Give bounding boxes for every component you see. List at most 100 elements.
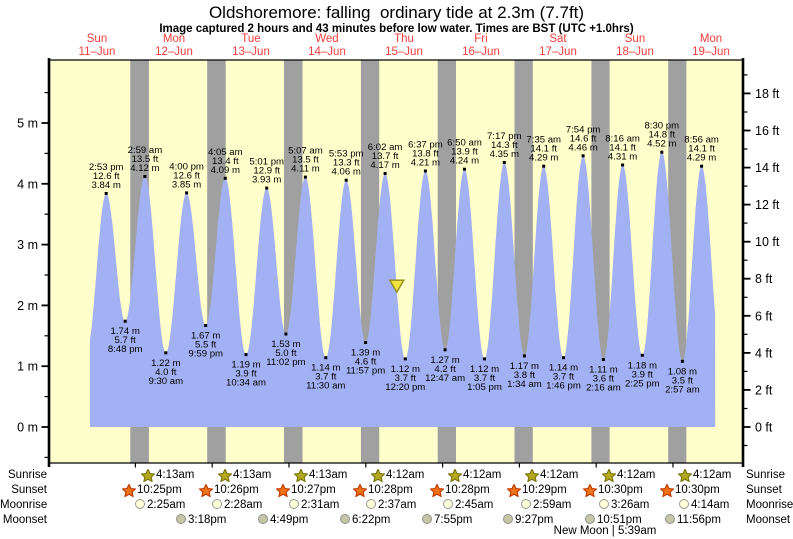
sunset-time: 10:30pm — [598, 484, 643, 496]
high-tide-label: 12.6 ft — [93, 171, 120, 182]
high-tide-label: 5:07 am — [288, 146, 323, 157]
high-tide-label: 13.5 ft — [292, 155, 319, 166]
sunrise-time: 4:12am — [463, 469, 502, 481]
high-tide-label: 13.7 ft — [372, 151, 399, 162]
low-tide-label: 1:05 pm — [467, 382, 502, 393]
low-tide-label: 1.12 m — [470, 364, 499, 375]
day-header: Sun 18–Jun — [597, 33, 673, 59]
moonset-circle-icon — [176, 513, 188, 527]
moonrise-entry: 2:45am — [443, 498, 493, 512]
sunrise-time: 4:12am — [540, 469, 579, 481]
moonset-entry: 10:51pm — [585, 513, 642, 527]
sunset-time: 10:27pm — [291, 484, 336, 496]
moonset-time: 7:55pm — [434, 514, 473, 526]
high-tide-label: 3.93 m — [252, 175, 281, 186]
low-tide-label: 10:34 am — [226, 378, 266, 389]
tide-point-dot — [344, 178, 348, 182]
high-tide-label: 13.4 ft — [212, 156, 239, 167]
sunset-star-icon — [199, 483, 214, 497]
high-tide-label: 14.8 ft — [648, 130, 675, 141]
low-tide-label: 1.27 m — [430, 355, 459, 366]
high-tide-label: 14.1 ft — [688, 144, 715, 155]
moonset-entry: 4:49pm — [258, 513, 308, 527]
sunset-entry: 10:27pm — [276, 483, 336, 497]
high-tide-label: 4.09 m — [211, 165, 240, 176]
low-tide-label: 12:20 pm — [385, 382, 425, 393]
low-tide-label: 5.5 ft — [195, 340, 217, 351]
high-tide-label: 12.9 ft — [253, 166, 280, 177]
sunrise-time: 4:13am — [156, 469, 195, 481]
day-date: 19–Jun — [692, 46, 730, 58]
low-tide-label: 3.7 ft — [395, 373, 417, 384]
high-tide-label: 5:01 pm — [249, 157, 284, 168]
moonset-circle-icon — [258, 513, 270, 527]
moonrise-time: 3:26am — [611, 499, 650, 511]
left-axis-label: 2 m — [17, 299, 38, 313]
low-tide-label: 1.18 m — [628, 360, 657, 371]
low-tide-label: 1.53 m — [271, 339, 300, 350]
tide-point-dot — [223, 176, 227, 180]
high-tide-label: 4.11 m — [291, 164, 320, 175]
sunrise-entry: 4:12am — [525, 468, 578, 482]
low-tide-label: 1.19 m — [231, 360, 260, 371]
day-name: Wed — [315, 33, 339, 45]
high-tide-label: 2:59 am — [128, 145, 163, 156]
high-tide-label: 4.21 m — [411, 158, 440, 169]
high-tide-label: 8:30 pm — [644, 121, 679, 132]
right-axis-label: 8 ft — [755, 272, 773, 286]
tide-point-dot — [463, 167, 466, 171]
low-tide-label: 2:57 am — [665, 384, 700, 395]
moonset-time: 10:51pm — [597, 514, 642, 526]
high-tide-label: 4:05 am — [208, 147, 243, 158]
sunrise-star-icon — [678, 468, 693, 482]
sunrise-star-icon — [371, 468, 386, 482]
sunrise-entry: 4:12am — [371, 468, 424, 482]
day-name: Mon — [699, 33, 723, 45]
right-axis-label: 10 ft — [755, 235, 780, 249]
high-tide-label: 13.3 ft — [333, 158, 360, 169]
low-tide-label: 1:34 am — [507, 379, 542, 390]
moonrise-circle-icon — [599, 498, 611, 512]
high-tide-label: 4.52 m — [647, 139, 676, 150]
low-tide-label: 3.9 ft — [235, 369, 257, 380]
day-date: 17–Jun — [539, 46, 577, 58]
day-date: 12–Jun — [155, 46, 193, 58]
moonrise-entry: 2:31am — [289, 498, 339, 512]
moonrise-entry: 2:25am — [135, 498, 185, 512]
high-tide-label: 4:00 pm — [169, 161, 204, 172]
day-name: Mon — [162, 33, 186, 45]
moonrise-time: 2:37am — [378, 499, 417, 511]
sunrise-time: 4:13am — [233, 469, 272, 481]
moonset-entry: 7:55pm — [422, 513, 472, 527]
sunset-star-icon — [583, 483, 598, 497]
tide-point-dot — [423, 169, 427, 173]
tide-point-dot — [581, 154, 585, 158]
day-name: Thu — [394, 33, 414, 45]
low-tide-label: 4.6 ft — [355, 357, 377, 368]
high-tide-label: 2:53 pm — [89, 162, 124, 173]
moonrise-time: 2:31am — [301, 499, 340, 511]
moonrise-circle-icon — [289, 498, 301, 512]
tide-point-dot — [143, 175, 147, 178]
sunset-time: 10:28pm — [368, 484, 413, 496]
sunrise-entry: 4:12am — [678, 468, 731, 482]
high-tide-label: 4.35 m — [490, 149, 519, 160]
right-axis-label: 12 ft — [755, 198, 780, 212]
high-tide-label: 5:53 pm — [329, 149, 364, 160]
day-header: Sun 11–Jun — [59, 33, 135, 59]
moonset-time: 9:27pm — [515, 514, 554, 526]
sunset-entry: 10:26pm — [199, 483, 259, 497]
day-header: Thu 15–Jun — [366, 33, 442, 59]
tide-point-dot — [502, 161, 506, 164]
sunset-time: 10:30pm — [675, 484, 720, 496]
tide-point-dot — [244, 353, 248, 357]
day-name: Fri — [474, 33, 488, 45]
right-axis-label: 16 ft — [755, 124, 780, 138]
moonset-circle-icon — [503, 513, 515, 527]
tide-point-dot — [621, 163, 625, 167]
moonrise-time: 2:28am — [224, 499, 263, 511]
day-header: Sat 17–Jun — [520, 33, 596, 59]
high-tide-label: 6:50 am — [447, 138, 482, 149]
moonrise-time: 2:45am — [455, 499, 494, 511]
